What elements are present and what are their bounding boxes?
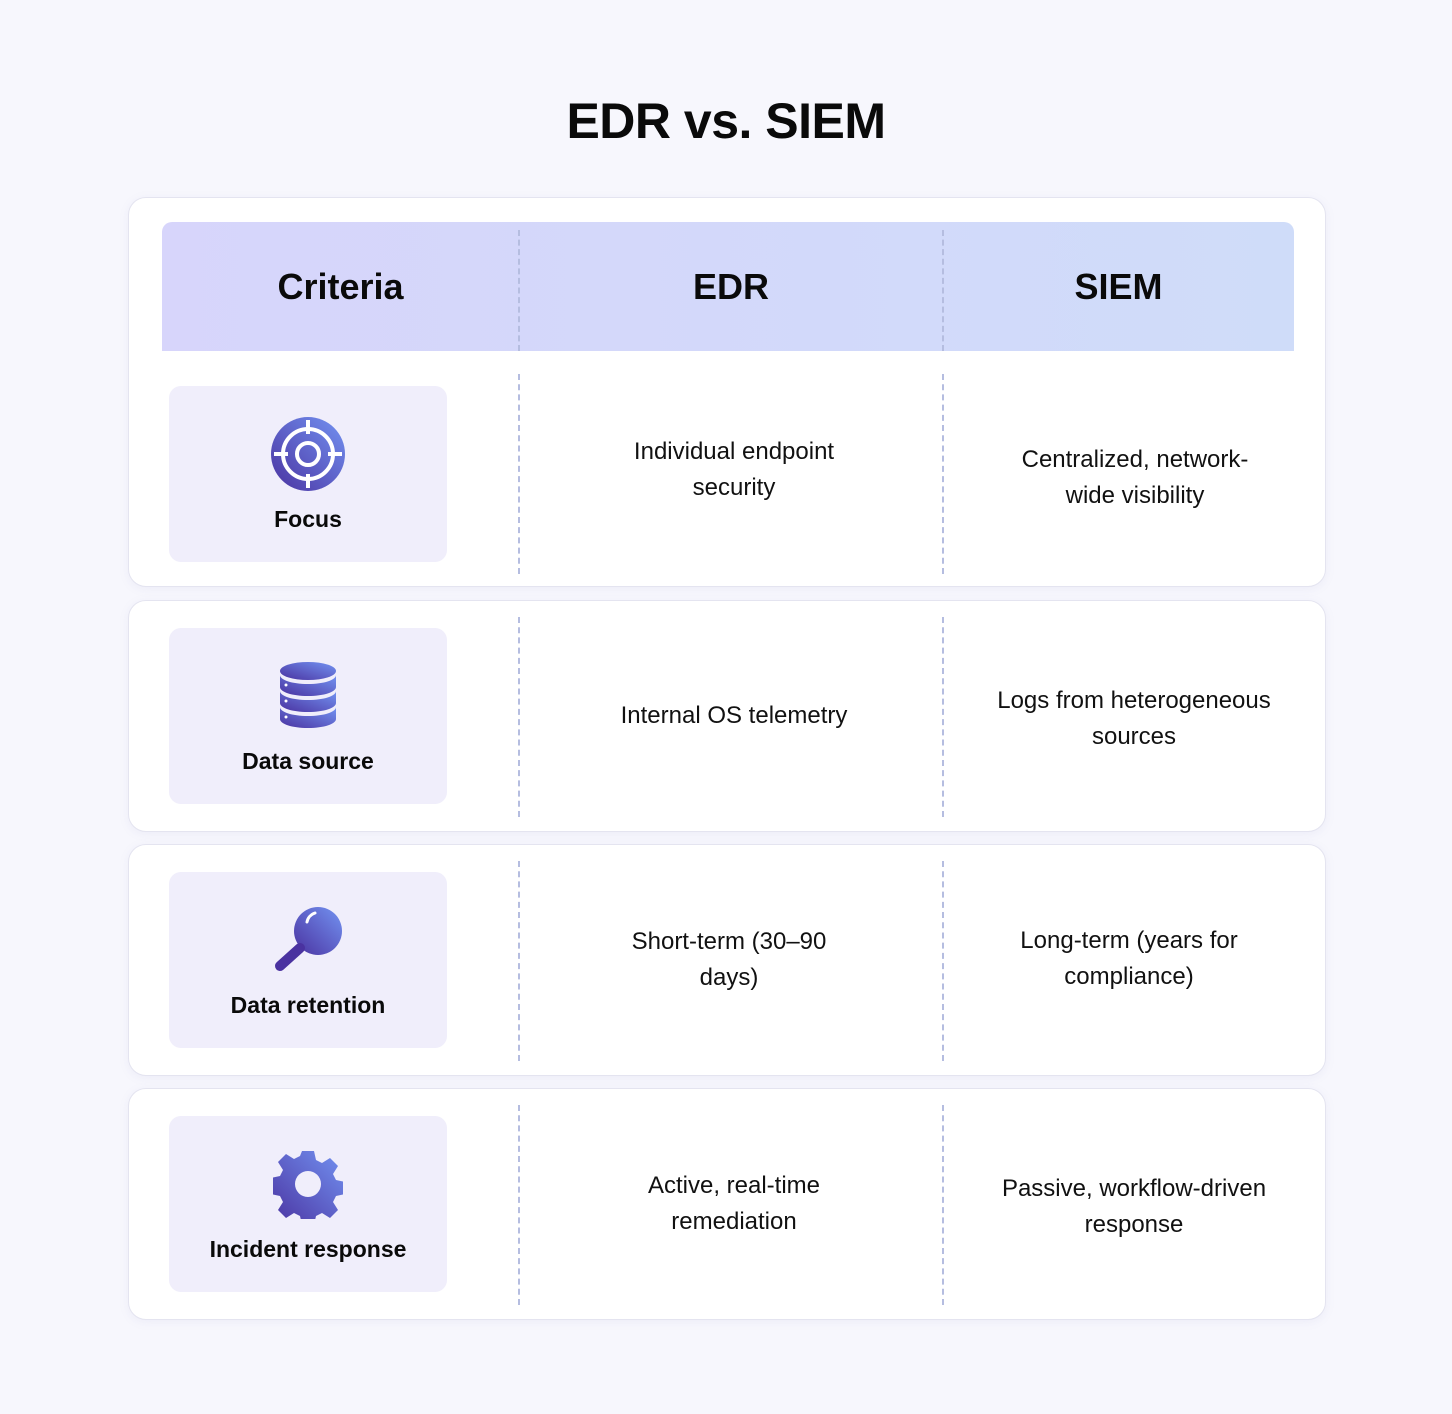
column-divider xyxy=(518,861,520,1061)
criteria-box-data-source: Data source xyxy=(169,628,447,804)
column-divider xyxy=(518,230,520,351)
database-icon xyxy=(270,658,346,734)
siem-cell: Passive, workflow-driven response xyxy=(1001,1175,1267,1238)
criteria-label: Incident response xyxy=(209,1235,407,1262)
target-icon xyxy=(270,416,346,492)
siem-cell: Logs from heterogeneous sources xyxy=(997,687,1271,750)
siem-cell: Long-term (years for compliance) xyxy=(1020,927,1238,990)
criteria-box-data-retention: Data retention xyxy=(169,872,447,1048)
criteria-label: Focus xyxy=(274,505,342,532)
magnifier-icon xyxy=(270,902,346,978)
column-divider xyxy=(942,374,944,574)
edr-cell: Active, real-time remediation xyxy=(647,1172,821,1235)
column-divider xyxy=(518,617,520,817)
column-divider xyxy=(942,1105,944,1305)
edr-cell: Internal OS telemetry xyxy=(620,702,848,729)
column-divider xyxy=(518,374,520,574)
header-criteria: Criteria xyxy=(277,265,404,307)
siem-cell: Centralized, network-wide visibility xyxy=(1021,445,1249,509)
gear-icon xyxy=(270,1146,346,1222)
column-divider xyxy=(942,617,944,817)
column-divider xyxy=(942,861,944,1061)
page-title: EDR vs. SIEM xyxy=(566,93,886,149)
header-siem: SIEM xyxy=(1074,265,1163,307)
header-edr: EDR xyxy=(692,265,769,307)
row-card-incident-response: Incident response Active, real-time reme… xyxy=(128,1088,1326,1320)
criteria-box-focus: Focus xyxy=(169,386,447,562)
criteria-label: Data retention xyxy=(230,991,386,1018)
criteria-box-incident-response: Incident response xyxy=(169,1116,447,1292)
row-card-data-retention: Data retention Short-term (30–90 days) L… xyxy=(128,844,1326,1076)
criteria-label: Data source xyxy=(242,747,374,774)
column-divider xyxy=(518,1105,520,1305)
edr-cell: Short-term (30–90 days) xyxy=(631,928,827,991)
edr-cell: Individual endpoint security xyxy=(633,437,835,501)
table-header: Criteria EDR SIEM xyxy=(162,222,1294,351)
column-divider xyxy=(942,230,944,351)
row-card-data-source: Data source Internal OS telemetry Logs f… xyxy=(128,600,1326,832)
